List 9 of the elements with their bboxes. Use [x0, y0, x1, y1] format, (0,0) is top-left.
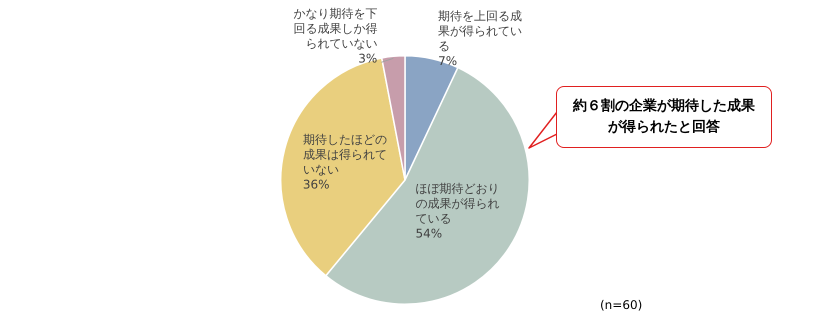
slice-label: かなり期待を下回る成果しか得られていない: [293, 6, 378, 50]
data-label: 54%: [415, 226, 442, 240]
text: (n=60): [600, 298, 642, 312]
slice-label: ほぼ期待どおりの成果が得られている: [415, 181, 500, 226]
data-label: 3%: [358, 51, 378, 66]
slice-label: 期待したほどの成果は得られていない: [302, 132, 387, 177]
data-label: 7%: [438, 54, 458, 68]
slice-label: 期待を上回る成果が得られている: [438, 8, 522, 53]
data-label: 36%: [302, 178, 330, 192]
